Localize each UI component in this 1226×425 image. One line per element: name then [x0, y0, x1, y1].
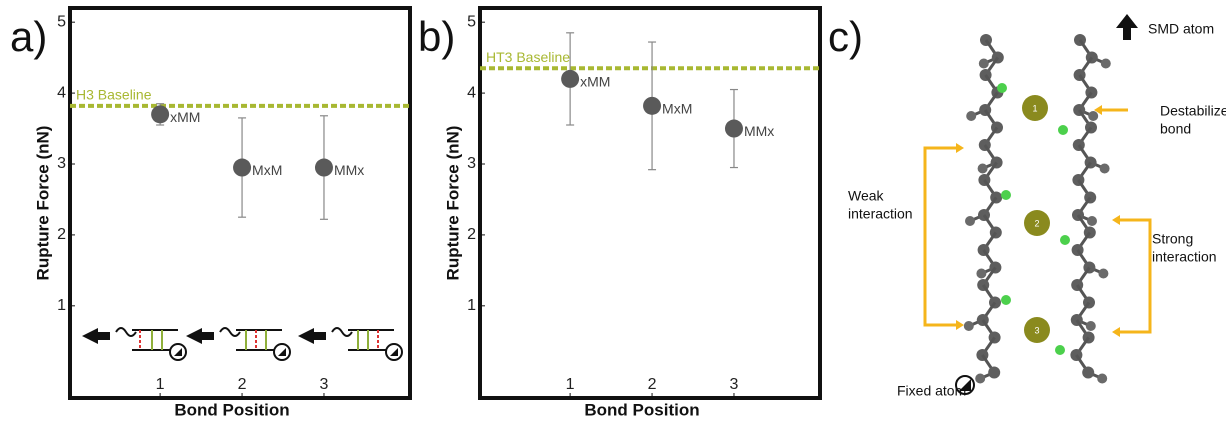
annotation: Strong — [1152, 231, 1193, 247]
point-label: MMx — [334, 162, 364, 178]
atom — [1097, 373, 1108, 384]
fixed-atom-shade — [959, 379, 971, 391]
atom — [1100, 58, 1111, 69]
atom — [988, 366, 1001, 379]
atom — [978, 58, 989, 69]
atom — [975, 373, 986, 384]
smd-arrow — [1116, 14, 1138, 40]
y-axis-label: Rupture Force (nN) — [443, 126, 462, 281]
atom — [1082, 366, 1095, 379]
atom — [963, 321, 974, 331]
data-point — [314, 158, 333, 177]
data-point — [233, 158, 252, 177]
site-marker — [1024, 210, 1050, 236]
y-tick-label: 5 — [467, 13, 476, 30]
atom — [1085, 321, 1096, 331]
point-label: xMM — [170, 109, 200, 125]
point-label: MxM — [252, 162, 282, 178]
arrow-head — [1112, 215, 1120, 337]
x-tick-label: 2 — [648, 376, 657, 393]
y-tick-label: 4 — [467, 84, 476, 101]
x-axis-label: Bond Position — [174, 400, 289, 419]
site-label: 1 — [1032, 103, 1037, 113]
atom — [1087, 216, 1097, 226]
atom — [966, 111, 977, 121]
inset-cartoons — [82, 327, 403, 361]
y-tick-label: 2 — [57, 226, 66, 243]
y-tick-label: 3 — [57, 155, 66, 172]
y-tick-label: 3 — [467, 155, 476, 172]
atom — [976, 268, 987, 279]
smd-label: SMD atom — [1148, 21, 1214, 37]
point-label: MMx — [744, 123, 774, 139]
panel-label: c) — [828, 13, 863, 60]
y-tick-label: 1 — [467, 297, 476, 314]
annotation: Destabilized — [1160, 103, 1226, 119]
site-marker — [1024, 317, 1050, 343]
y-axis-label: Rupture Force (nN) — [33, 126, 52, 281]
x-tick-label: 1 — [156, 376, 165, 393]
fixed-label: Fixed atom — [897, 383, 966, 399]
x-tick-label: 3 — [320, 376, 329, 393]
annotation: interaction — [1152, 249, 1217, 265]
data-point — [643, 96, 662, 115]
hydrogen-atom — [1001, 295, 1011, 305]
y-tick-label: 5 — [57, 13, 66, 30]
point-label: MxM — [662, 101, 692, 117]
atom — [977, 163, 988, 174]
plot-frame — [68, 6, 412, 400]
data-point — [724, 119, 743, 138]
atom — [965, 216, 975, 226]
panel-label: a) — [10, 13, 47, 60]
y-tick-label: 1 — [57, 297, 66, 314]
baseline-label: H3 Baseline — [76, 87, 152, 103]
atom — [1099, 163, 1110, 174]
arrow-head — [1094, 105, 1102, 115]
x-tick-label: 3 — [730, 376, 739, 393]
y-tick-label: 4 — [57, 84, 66, 101]
y-tick-label: 2 — [467, 226, 476, 243]
hydrogen-atom — [1001, 190, 1011, 200]
annotation: interaction — [848, 206, 913, 222]
panel-label: b) — [418, 13, 455, 60]
site-marker — [1022, 95, 1048, 121]
x-tick-label: 2 — [238, 376, 247, 393]
baseline-label: HT3 Baseline — [486, 49, 570, 65]
hydrogen-atom — [1060, 235, 1070, 245]
site-label: 2 — [1034, 218, 1039, 228]
atom — [1088, 111, 1099, 121]
strong-bracket — [1118, 218, 1152, 334]
atom — [1098, 268, 1109, 279]
annotation: Weak — [848, 188, 885, 204]
data-point — [151, 105, 170, 124]
hydrogen-atom — [1055, 345, 1065, 355]
site-label: 3 — [1034, 325, 1039, 335]
x-tick-label: 1 — [566, 376, 575, 393]
plot-frame — [478, 6, 822, 400]
molecule-diagram: c) 1 2 3 Fixed atom SMD atom Destabilized bond W… — [828, 13, 1226, 399]
point-label: xMM — [580, 74, 610, 90]
data-point — [561, 69, 580, 88]
annotation: bond — [1160, 121, 1191, 137]
hydrogen-atom — [997, 83, 1007, 93]
hydrogen-atom — [1058, 125, 1068, 135]
x-axis-label: Bond Position — [584, 400, 699, 419]
weak-bracket — [923, 146, 958, 327]
arrow-head — [956, 143, 964, 330]
